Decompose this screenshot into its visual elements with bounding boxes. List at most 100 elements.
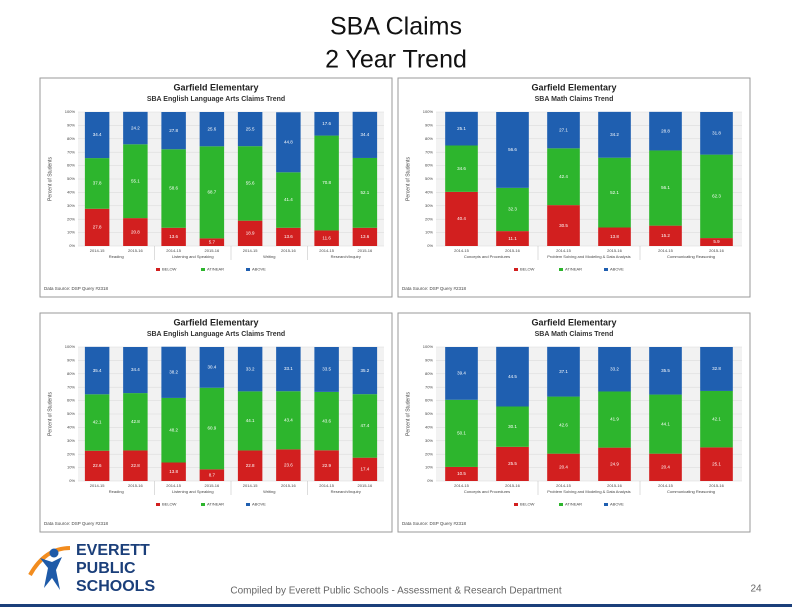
bar-segment: [84, 394, 110, 451]
bar-segment: [199, 112, 225, 147]
data-label: 48.2: [169, 427, 178, 432]
data-label: 17.6: [322, 121, 331, 126]
data-label: 42.1: [712, 416, 721, 421]
data-label: 13.8: [610, 234, 619, 239]
bar-segment: [547, 396, 580, 454]
y-tick-label: 80%: [67, 371, 75, 376]
y-tick-label: 40%: [425, 424, 433, 429]
bar-segment: [445, 191, 478, 246]
data-label: 31.8: [712, 130, 721, 135]
x-tick-label: 2015-16: [281, 483, 296, 488]
y-tick-label: 0%: [69, 478, 75, 483]
x-tick-label: 2014-15: [243, 483, 258, 488]
data-label: 20.8: [131, 229, 140, 234]
y-tick-label: 20%: [67, 451, 75, 456]
data-label: 35.4: [93, 368, 102, 373]
group-label: Communicating Reasoning: [667, 489, 715, 494]
bar-segment: [276, 391, 301, 450]
legend-label: BELOW: [520, 502, 535, 507]
y-tick-label: 50%: [425, 176, 433, 181]
legend-label: BELOW: [162, 502, 177, 507]
data-label: 70.8: [322, 180, 331, 185]
group-label: Problem Solving and Modeling & Data Anal…: [547, 254, 630, 259]
data-label: 30.5: [559, 223, 568, 228]
group-label: Communicating Reasoning: [667, 254, 715, 259]
data-label: 60.9: [207, 426, 216, 431]
chart: Garfield Elementary SBA English Language …: [39, 312, 393, 533]
legend-swatch: [514, 268, 518, 271]
group-label: Writing: [263, 254, 275, 259]
bar-segment: [199, 469, 225, 481]
y-tick-label: 40%: [67, 424, 75, 429]
data-label: 32.8: [712, 366, 721, 371]
data-label: 22.6: [93, 463, 102, 468]
bar-segment: [314, 450, 339, 481]
data-label: 13.6: [169, 234, 178, 239]
data-label: 11.6: [322, 235, 331, 240]
data-label: 42.4: [559, 174, 568, 179]
footer-credit: Compiled by Everett Public Schools - Ass…: [230, 586, 561, 597]
y-tick-label: 80%: [425, 371, 433, 376]
bar-segment: [649, 150, 682, 226]
bar-segment: [84, 158, 110, 209]
data-label: 33.1: [284, 366, 293, 371]
bar-segment: [276, 112, 301, 173]
bar-segment: [237, 146, 263, 221]
bar-segment: [314, 391, 339, 451]
y-tick-label: 10%: [67, 230, 75, 235]
bar-segment: [445, 399, 478, 467]
data-label: 42.1: [93, 420, 102, 425]
x-tick-label: 2015-16: [358, 483, 373, 488]
bar-segment: [314, 230, 339, 246]
group-label: Listening and Speaking: [172, 489, 214, 494]
y-tick-label: 20%: [425, 216, 433, 221]
data-label: 42.6: [559, 422, 568, 427]
chart: Garfield Elementary SBA Math Claims Trend…: [397, 312, 751, 533]
data-label: 44.8: [284, 139, 293, 144]
data-label: 44.1: [246, 418, 255, 423]
y-tick-label: 0%: [427, 243, 433, 248]
data-label: 58.6: [169, 186, 178, 191]
bar-segment: [547, 453, 580, 481]
y-tick-label: 50%: [67, 411, 75, 416]
data-label: 52.1: [360, 190, 369, 195]
y-axis-label: Percent of Students: [405, 392, 411, 436]
x-tick-label: 2015-16: [205, 483, 220, 488]
bar-segment: [649, 111, 682, 151]
data-label: 28.8: [661, 128, 670, 133]
data-label: 55.1: [131, 178, 140, 183]
y-tick-label: 60%: [425, 163, 433, 168]
data-label: 37.8: [93, 181, 102, 186]
legend-label: AT/NEAR: [565, 502, 582, 507]
footer-rule: [0, 604, 792, 607]
bar-segment: [161, 112, 186, 150]
data-label: 43.4: [284, 417, 293, 422]
bar-segment: [84, 208, 110, 246]
x-tick-label: 2015-16: [607, 483, 622, 488]
legend-swatch: [604, 503, 608, 506]
data-label: 42.8: [131, 419, 140, 424]
bar-segment: [123, 111, 148, 145]
data-label: 34.4: [93, 132, 102, 137]
bar-segment: [276, 449, 301, 481]
bar-segment: [123, 347, 148, 394]
data-label: 35.2: [360, 368, 369, 373]
x-tick-label: 2014-15: [243, 248, 258, 253]
data-label: 23.6: [284, 462, 293, 467]
chart-title: Garfield Elementary: [531, 317, 616, 327]
y-tick-label: 30%: [425, 203, 433, 208]
y-tick-label: 50%: [67, 176, 75, 181]
data-label: 40.4: [457, 216, 466, 221]
y-tick-label: 40%: [425, 189, 433, 194]
y-axis-label: Percent of Students: [47, 157, 53, 201]
y-tick-label: 40%: [67, 189, 75, 194]
bar-segment: [352, 227, 378, 246]
bar-segment: [237, 220, 263, 246]
data-label: 39.4: [457, 371, 466, 376]
y-tick-label: 70%: [425, 384, 433, 389]
bar-segment: [598, 157, 631, 228]
bar-segment: [123, 450, 148, 481]
data-label: 15.2: [661, 233, 670, 238]
chart-subtitle: SBA Math Claims Trend: [535, 331, 614, 338]
